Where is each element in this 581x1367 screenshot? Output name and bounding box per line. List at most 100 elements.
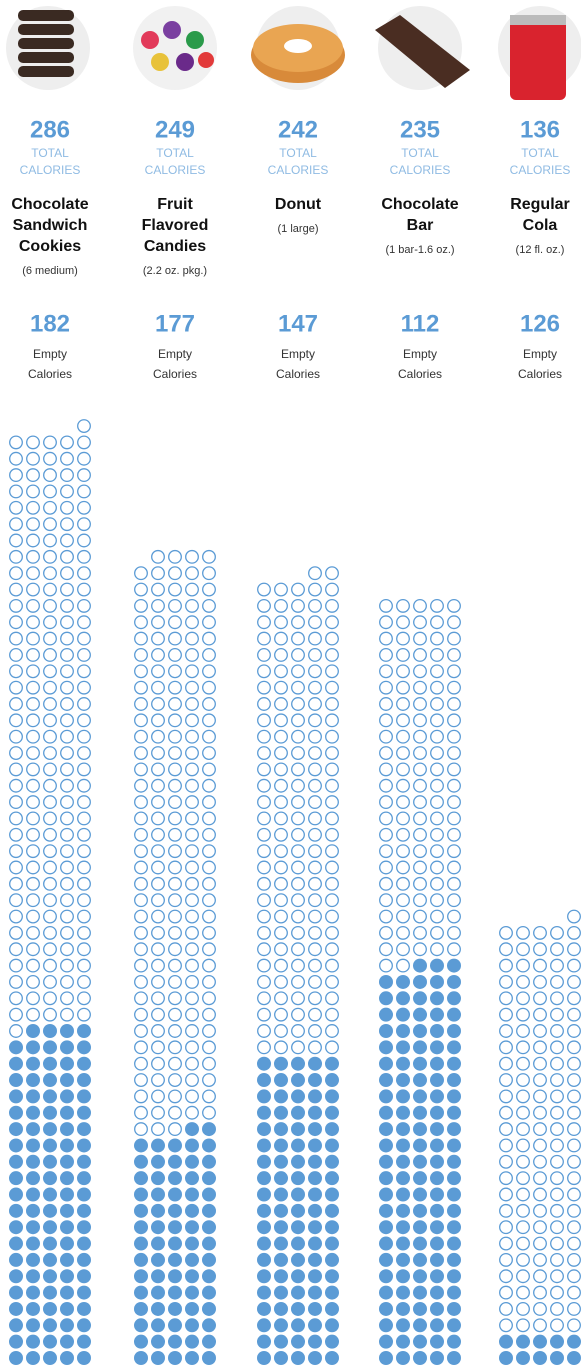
- dot-empty: [308, 762, 322, 777]
- dot-filled: [77, 1105, 91, 1120]
- dot-empty: [516, 1301, 530, 1316]
- dot-empty: [379, 925, 393, 940]
- dot-filled: [257, 1252, 271, 1267]
- dot-empty: [396, 893, 410, 908]
- dot-filled: [430, 1269, 444, 1284]
- dot-empty: [26, 762, 40, 777]
- dot-empty: [77, 500, 91, 515]
- dot-empty: [257, 680, 271, 695]
- dot-filled: [379, 1056, 393, 1071]
- dot-empty: [26, 697, 40, 711]
- dot-filled: [9, 1220, 23, 1235]
- dot-filled: [43, 1203, 57, 1218]
- dot-filled: [185, 1318, 199, 1333]
- dot-empty: [533, 1089, 547, 1104]
- dot-empty: [257, 909, 271, 924]
- dot-empty: [168, 549, 182, 564]
- dot-empty: [325, 598, 339, 613]
- dot-empty: [567, 1024, 581, 1038]
- dot-empty: [308, 1040, 322, 1055]
- dot-empty: [60, 746, 74, 761]
- dot-filled: [274, 1187, 288, 1202]
- dot-filled: [533, 1334, 547, 1349]
- dot-empty: [499, 1089, 513, 1104]
- dot-filled: [325, 1269, 339, 1284]
- dot-filled: [60, 1024, 74, 1038]
- dot-filled: [291, 1252, 305, 1267]
- dot-empty: [151, 925, 165, 940]
- dot-empty: [413, 893, 427, 908]
- dot-empty: [9, 860, 23, 875]
- dot-empty: [202, 582, 216, 597]
- dot-empty: [185, 598, 199, 613]
- dot-empty: [60, 844, 74, 859]
- dot-empty: [77, 566, 91, 581]
- dot-empty: [257, 664, 271, 679]
- dot-empty: [413, 876, 427, 891]
- dot-empty: [60, 631, 74, 646]
- dot-filled: [77, 1122, 91, 1137]
- dot-empty: [60, 925, 74, 940]
- dot-filled: [151, 1154, 165, 1169]
- dot-filled: [430, 1318, 444, 1333]
- dot-filled: [413, 1040, 427, 1055]
- dot-empty: [430, 631, 444, 646]
- dot-filled: [168, 1285, 182, 1300]
- dot-empty: [168, 1122, 182, 1137]
- dot-filled: [77, 1351, 91, 1365]
- dot-filled: [308, 1105, 322, 1120]
- dot-empty: [274, 958, 288, 973]
- dot-empty: [9, 762, 23, 777]
- dot-empty: [185, 566, 199, 581]
- dot-empty: [185, 925, 199, 940]
- dot-empty: [26, 713, 40, 728]
- dot-empty: [9, 827, 23, 842]
- dot-filled: [9, 1040, 23, 1055]
- dot-empty: [60, 484, 74, 499]
- dot-filled: [413, 991, 427, 1006]
- dot-filled: [134, 1269, 148, 1284]
- dot-empty: [291, 729, 305, 744]
- dot-empty: [185, 991, 199, 1006]
- dot-empty: [257, 811, 271, 826]
- dot-filled: [413, 1024, 427, 1038]
- dot-filled: [413, 1318, 427, 1333]
- dot-empty: [134, 975, 148, 989]
- empty-label: Calories: [398, 367, 442, 381]
- dot-empty: [499, 1007, 513, 1022]
- dot-empty: [413, 778, 427, 793]
- serving-size: (12 fl. oz.): [516, 244, 565, 256]
- dot-empty: [291, 615, 305, 630]
- dot-empty: [43, 598, 57, 613]
- dot-filled: [26, 1089, 40, 1104]
- dot-filled: [396, 1171, 410, 1186]
- dot-filled: [202, 1236, 216, 1251]
- dot-empty: [151, 1089, 165, 1104]
- dot-filled: [151, 1351, 165, 1365]
- dot-empty: [9, 697, 23, 711]
- dot-empty: [77, 860, 91, 875]
- dot-filled: [274, 1351, 288, 1365]
- dot-filled: [325, 1138, 339, 1153]
- dot-empty: [257, 991, 271, 1006]
- dot-filled: [430, 1351, 444, 1365]
- dot-empty: [77, 746, 91, 761]
- dot-empty: [274, 729, 288, 744]
- dot-filled: [308, 1187, 322, 1202]
- dot-filled: [430, 1301, 444, 1316]
- dot-empty: [567, 909, 581, 924]
- dot-empty: [77, 468, 91, 483]
- dot-empty: [9, 500, 23, 515]
- dot-empty: [430, 827, 444, 842]
- dot-filled: [291, 1089, 305, 1104]
- dot-filled: [202, 1154, 216, 1169]
- dot-filled: [447, 1073, 461, 1088]
- dot-filled: [151, 1138, 165, 1153]
- dot-filled: [291, 1122, 305, 1137]
- dot-empty: [151, 1007, 165, 1022]
- dot-empty: [202, 762, 216, 777]
- dot-empty: [430, 876, 444, 891]
- dot-filled: [430, 1285, 444, 1300]
- dot-empty: [168, 991, 182, 1006]
- dot-filled: [168, 1171, 182, 1186]
